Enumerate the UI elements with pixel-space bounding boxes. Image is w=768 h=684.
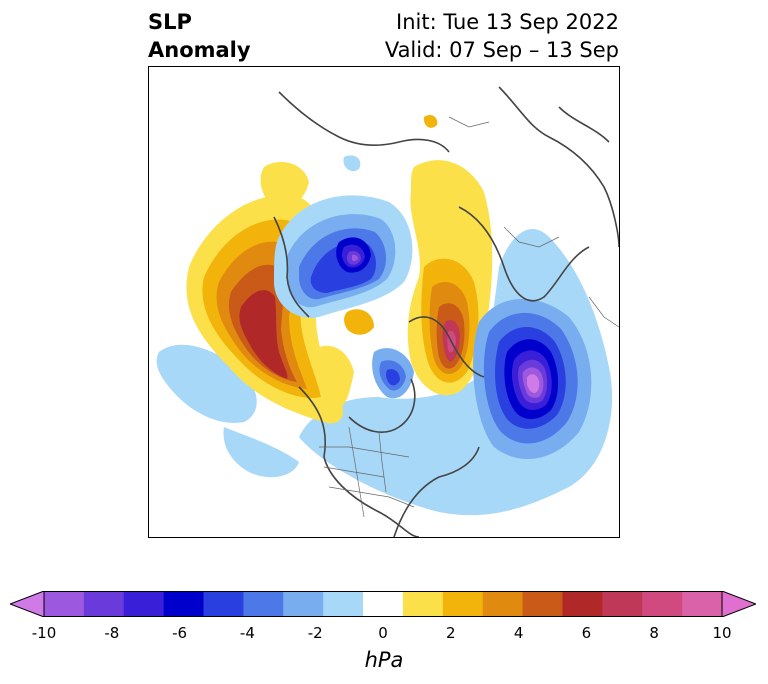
- colorbar-segment: [203, 591, 244, 617]
- colorbar-segment: [642, 591, 683, 617]
- colorbar-tick-label: -2: [307, 624, 323, 642]
- colorbar-tick-label: 8: [649, 624, 659, 642]
- title-line-1: SLP: [148, 10, 192, 34]
- validity-info: Init: Tue 13 Sep 2022 Valid: 07 Sep – 13…: [385, 8, 619, 64]
- colorbar-tick-label: 6: [581, 624, 592, 642]
- colorbar-segment: [283, 591, 324, 617]
- colorbar-segment: [522, 591, 563, 617]
- colorbar-segment: [602, 591, 643, 617]
- colorbar-tick-label: -4: [239, 624, 255, 642]
- colorbar-segment: [123, 591, 165, 617]
- colorbar-extend-max: [721, 591, 756, 617]
- colorbar-segment: [323, 591, 364, 617]
- title-line-2: Anomaly: [148, 38, 251, 62]
- map-title: SLP Anomaly: [148, 8, 251, 64]
- colorbar-segment: [363, 591, 404, 617]
- political-borders: [319, 116, 619, 518]
- colorbar-segments: [10, 591, 756, 617]
- negative-anomaly-hudson-bay: [372, 348, 414, 399]
- coastlines: [273, 86, 619, 537]
- colorbar-segment: [163, 591, 205, 617]
- colorbar-segment: [682, 591, 723, 617]
- colorbar-unit-label: hPa: [364, 648, 404, 672]
- valid-range: Valid: 07 Sep – 13 Sep: [384, 38, 619, 62]
- colorbar-segment: [44, 591, 85, 617]
- colorbar-tick-label: -8: [104, 624, 120, 642]
- colorbar-segment: [482, 591, 524, 617]
- colorbar-outline: [43, 591, 723, 617]
- colorbar-tick-label: 4: [513, 624, 524, 642]
- colorbar-segment: [83, 591, 125, 617]
- colorbar-tick-label: -10: [31, 624, 57, 642]
- anomaly-map: [148, 66, 620, 538]
- colorbar-extend-min: [10, 591, 45, 617]
- colorbar-tick-label: -6: [172, 624, 188, 642]
- init-date: Init: Tue 13 Sep 2022: [396, 10, 619, 34]
- colorbar: [10, 591, 756, 617]
- colorbar-tick-label: 10: [712, 624, 732, 642]
- negative-anomaly-central-arctic: [274, 195, 413, 318]
- colorbar-segment: [402, 591, 444, 617]
- colorbar-segment: [243, 591, 284, 617]
- colorbar-tick-label: 2: [446, 624, 456, 642]
- colorbar-segment: [562, 591, 603, 617]
- colorbar-tick-label: 0: [378, 624, 388, 642]
- colorbar-segment: [442, 591, 484, 617]
- map-canvas: [156, 86, 619, 537]
- negative-anomaly-north-atlantic: [473, 298, 592, 459]
